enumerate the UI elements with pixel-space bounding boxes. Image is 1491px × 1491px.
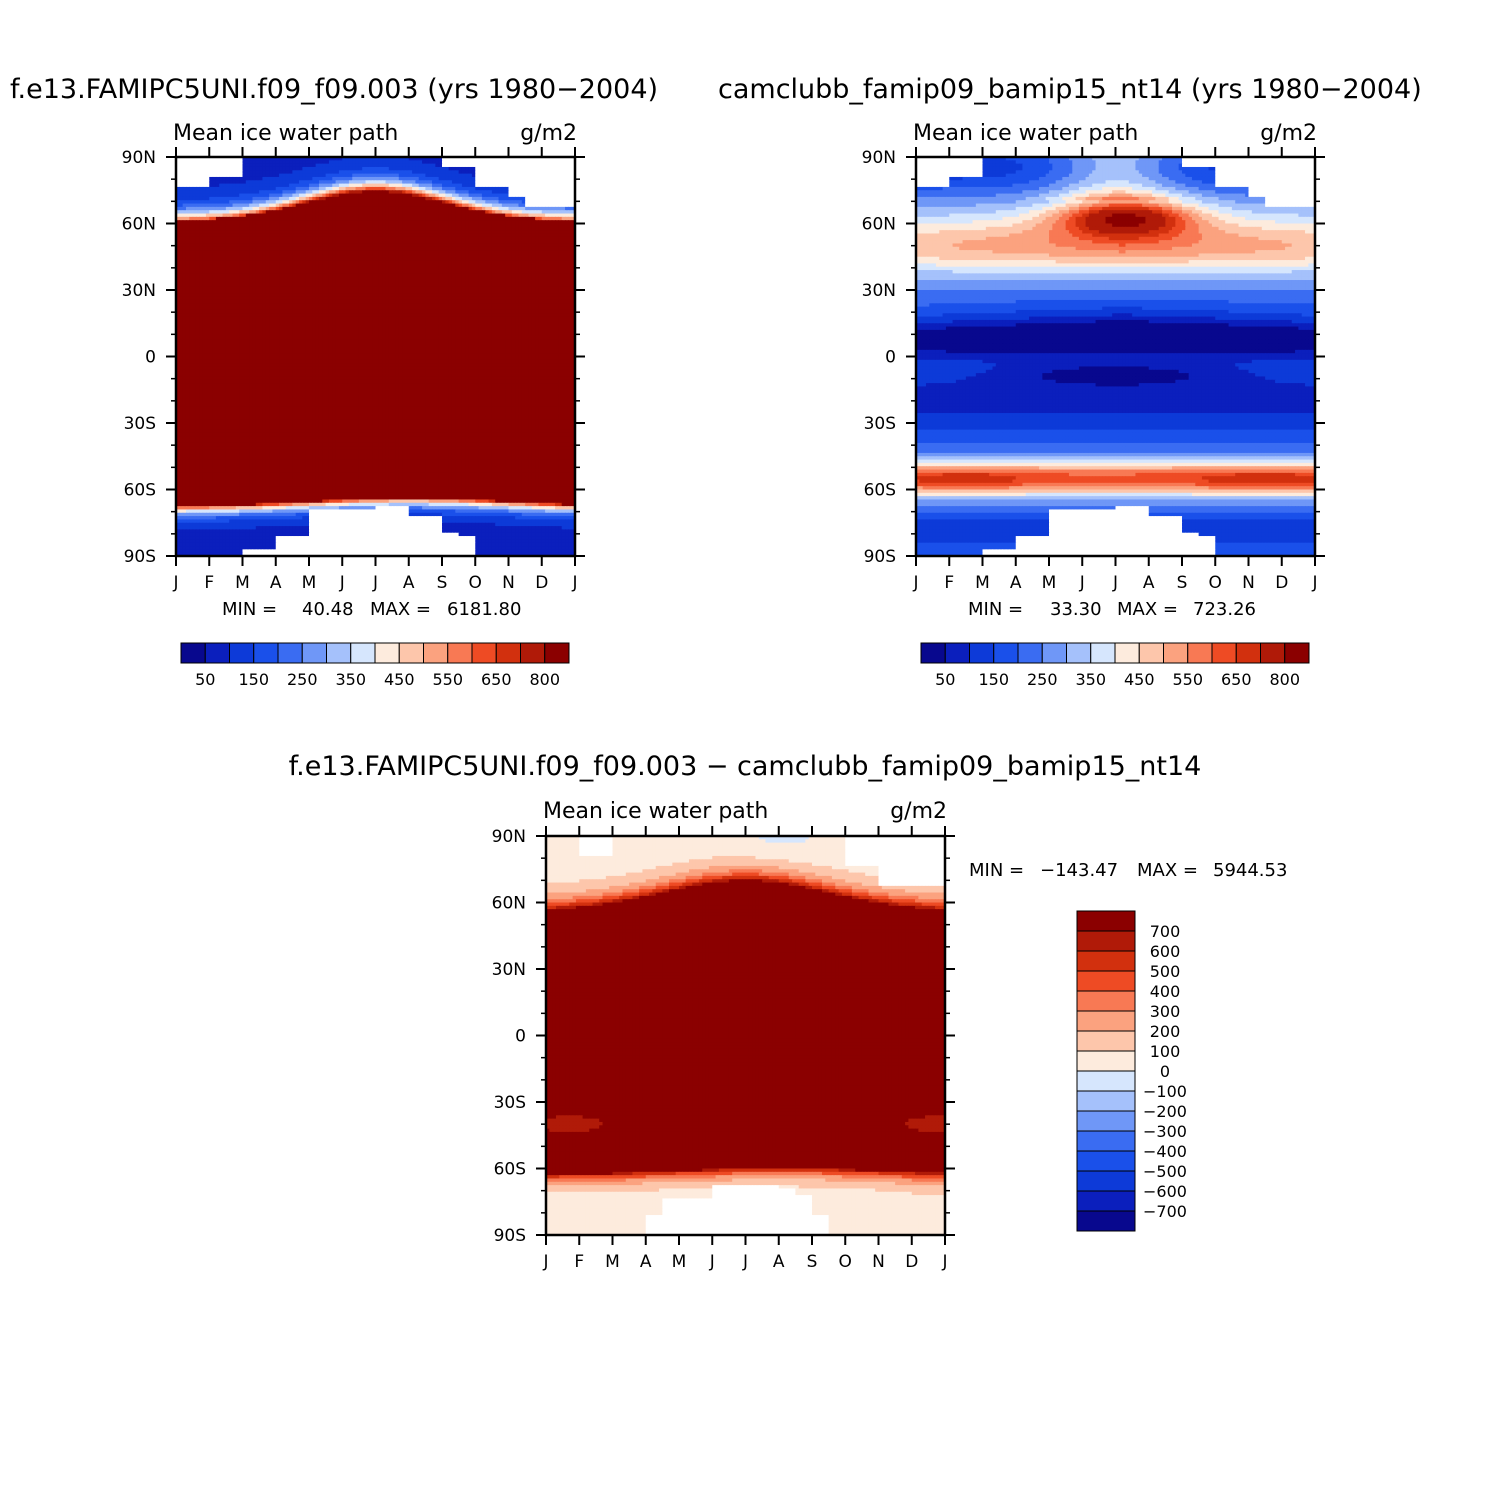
variable-label: Mean ice water path [173,121,398,146]
units-label: g/m2 [520,121,577,146]
heatmap-cells [176,157,576,557]
panel-control: f.e13.FAMIPC5UNI.f09_f09.003 (yrs 1980−2… [10,74,658,689]
panel-title: f.e13.FAMIPC5UNI.f09_f09.003 (yrs 1980−2… [10,74,658,105]
